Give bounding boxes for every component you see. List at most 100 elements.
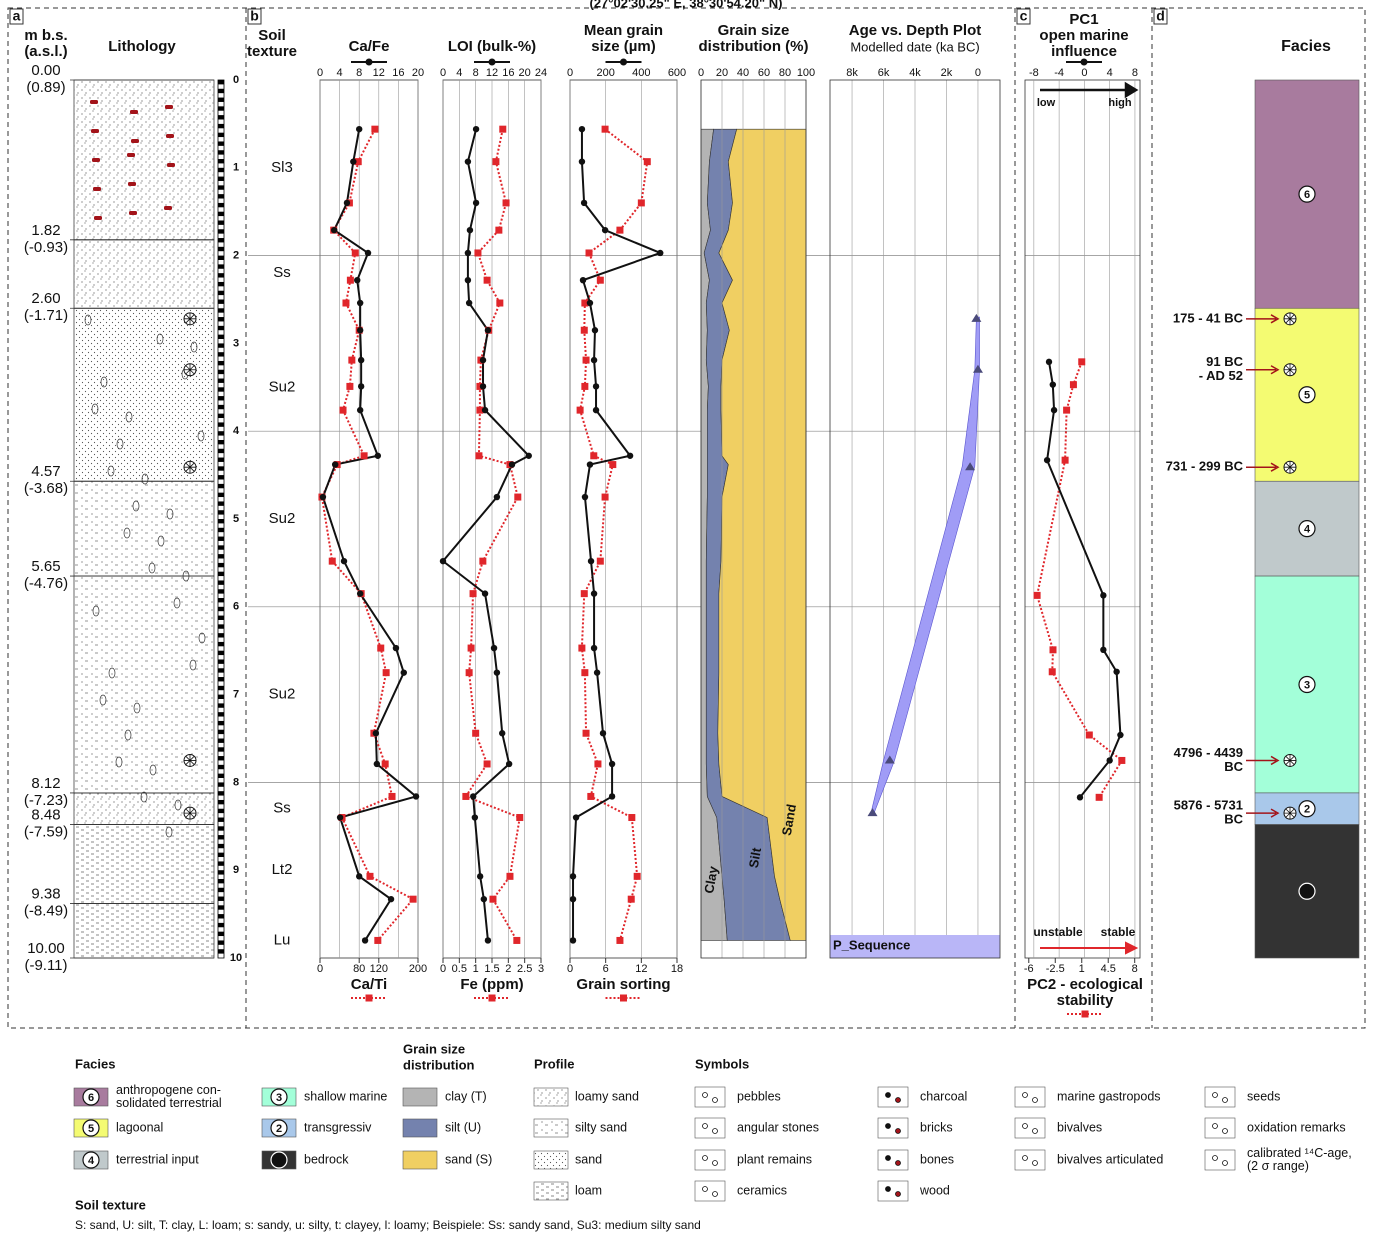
x-tick-label: 80 — [779, 67, 791, 79]
x2-tick-label: 120 — [370, 963, 388, 975]
boundary-asl: (-3.68) — [24, 480, 68, 497]
profile-point — [494, 494, 500, 500]
symbol-glyph — [886, 1093, 891, 1098]
depth-tick-label: 10 — [230, 952, 242, 964]
facies-number: 4 — [1304, 524, 1311, 536]
facies-number: 3 — [1304, 679, 1310, 691]
plot-frame — [570, 80, 677, 958]
lithology-layer — [74, 240, 214, 308]
brick-symbol — [166, 134, 174, 138]
symbol-glyph — [886, 1156, 891, 1161]
sec-point — [348, 357, 355, 364]
sec-point — [581, 327, 588, 334]
x-tick-label: 24 — [535, 67, 547, 79]
x2-tick-label: 1 — [1079, 963, 1085, 975]
brick-symbol — [129, 211, 137, 215]
sec-point — [468, 645, 475, 652]
x-tick-label: 12 — [486, 67, 498, 79]
sec-point — [472, 730, 479, 737]
profile-point — [591, 590, 597, 596]
pc1-point — [1117, 732, 1123, 738]
brick-symbol — [94, 216, 102, 220]
sec-point — [583, 357, 590, 364]
x2-tick-label: 1 — [473, 963, 479, 975]
profile-point — [591, 645, 597, 651]
profile-point — [467, 227, 473, 233]
profile-point — [440, 558, 446, 564]
facies-number: 3 — [276, 1092, 282, 1104]
key-dot — [620, 59, 627, 66]
x-tick-label: 20 — [412, 67, 424, 79]
boundary-depth: 0.00 — [31, 62, 60, 79]
legend-label: (2 σ range) — [1247, 1159, 1309, 1173]
boundary-depth: 1.82 — [31, 222, 60, 239]
dated-sample — [973, 365, 983, 373]
depth-ruler — [218, 80, 224, 958]
arrow-label: stable — [1101, 925, 1136, 939]
profile-point — [581, 200, 587, 206]
x2-tick-label: -6 — [1024, 963, 1034, 975]
soil-label: Su2 — [269, 510, 296, 527]
boundary-asl: (-9.11) — [24, 957, 67, 974]
profile-point — [592, 327, 598, 333]
legend-swatch — [403, 1151, 437, 1169]
figure: (27°02'30.25" E, 38°30'54.20" N) abcdm b… — [0, 0, 1373, 1236]
profile-point — [477, 873, 483, 879]
arrow-label: unstable — [1033, 925, 1083, 939]
symbol-box — [878, 1181, 908, 1201]
sec-point — [489, 896, 496, 903]
legend-label: bedrock — [304, 1152, 349, 1166]
profile-point — [480, 383, 486, 389]
facies-title: Facies — [1281, 38, 1331, 55]
pc1-point — [1113, 669, 1119, 675]
boundary-asl: (0.89) — [26, 79, 65, 96]
boundary-asl: (-1.71) — [24, 307, 68, 324]
profile-point — [594, 669, 600, 675]
profile-point — [374, 761, 380, 767]
x-tick-label: 6k — [878, 67, 890, 79]
column-title: PC1 — [1069, 11, 1098, 28]
boundary-depth: 4.57 — [31, 463, 60, 480]
sec-point — [389, 793, 396, 800]
brick-symbol — [167, 163, 175, 167]
depth-tick-label: 7 — [233, 689, 239, 701]
profile-point — [609, 793, 615, 799]
symbol-box — [1015, 1118, 1045, 1138]
profile-point — [332, 461, 338, 467]
legend-label: bivalves articulated — [1057, 1152, 1163, 1166]
x-tick-label: 0 — [567, 67, 573, 79]
profile-point — [482, 590, 488, 596]
facies-number: 5 — [1304, 390, 1310, 402]
profile-point — [470, 793, 476, 799]
x2-tick-label: 0 — [440, 963, 446, 975]
brick-symbol — [92, 158, 100, 162]
profile-point — [657, 250, 663, 256]
key-square — [1082, 1011, 1089, 1018]
soil-label: Ss — [273, 264, 291, 281]
sec-point — [329, 558, 336, 565]
sec-point — [513, 937, 520, 944]
profile-point — [373, 730, 379, 736]
sec-point — [496, 300, 503, 307]
brick-symbol — [90, 100, 98, 104]
profile-point — [570, 873, 576, 879]
legend-label: bricks — [920, 1120, 953, 1134]
sec-point — [581, 669, 588, 676]
pc2-point — [1049, 668, 1056, 675]
legend-label: terrestrial input — [116, 1152, 199, 1166]
brick-symbol — [165, 105, 173, 109]
sec-point — [503, 199, 510, 206]
x2-tick-label: 1.5 — [484, 963, 499, 975]
legend-swatch — [534, 1088, 568, 1106]
key-dot — [366, 59, 373, 66]
profile-point — [465, 250, 471, 256]
legend-label: loamy sand — [575, 1089, 639, 1103]
symbol-glyph — [886, 1124, 891, 1129]
profile-point — [482, 407, 488, 413]
panel-label: a — [13, 8, 21, 24]
symbol-box — [695, 1118, 725, 1138]
key-square — [620, 995, 627, 1002]
symbol-box — [1015, 1150, 1045, 1170]
legend-label: charcoal — [920, 1089, 967, 1103]
legend-swatch — [534, 1151, 568, 1169]
